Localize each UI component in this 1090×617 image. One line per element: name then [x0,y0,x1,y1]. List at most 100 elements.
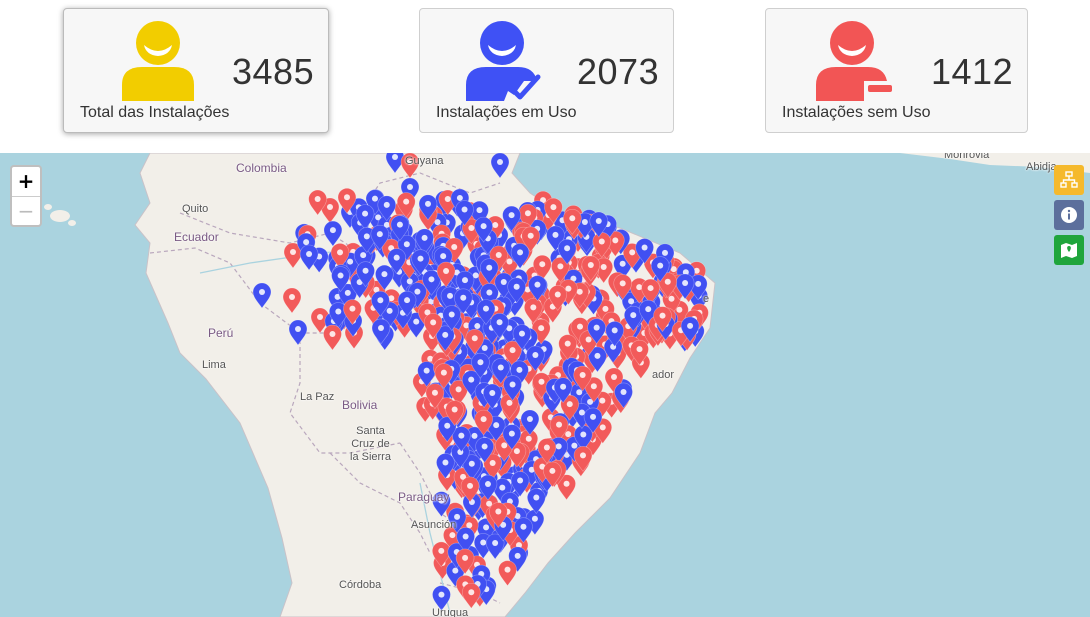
installation-marker[interactable] [526,345,545,372]
installation-marker[interactable] [613,274,633,300]
installation-marker[interactable] [323,220,343,247]
installation-marker[interactable] [581,255,601,282]
installation-marker[interactable] [396,192,416,219]
installation-marker[interactable] [323,324,342,351]
installation-marker[interactable] [507,277,526,304]
info-tool-button[interactable] [1054,200,1084,230]
installation-marker[interactable] [650,256,670,283]
installation-marker[interactable] [252,282,272,309]
installation-marker[interactable] [411,249,430,276]
installation-marker[interactable] [447,507,467,534]
installation-marker[interactable] [371,290,390,317]
installation-marker[interactable] [474,216,493,243]
layers-tool-button[interactable] [1054,165,1084,195]
installation-marker[interactable] [482,383,502,410]
installation-marker[interactable] [418,194,438,221]
installation-marker[interactable] [436,453,455,479]
installation-marker[interactable] [680,316,700,343]
installation-marker[interactable] [282,287,302,314]
installation-marker[interactable] [299,244,319,271]
installation-marker[interactable] [587,318,606,345]
installation-marker[interactable] [417,361,436,388]
installation-marker[interactable] [527,488,546,515]
installation-marker[interactable] [329,302,348,329]
installation-marker[interactable] [331,266,350,293]
installation-marker[interactable] [436,261,456,288]
installation-marker[interactable] [558,334,578,361]
installation-marker[interactable] [573,446,593,472]
installation-marker[interactable] [320,197,340,224]
installation-marker[interactable] [462,582,481,609]
installation-marker[interactable] [503,375,522,402]
installation-marker[interactable] [641,278,660,305]
installation-marker[interactable] [475,437,494,463]
installation-marker[interactable] [502,205,521,232]
installation-marker[interactable] [432,585,451,612]
installation-marker[interactable] [483,453,502,480]
installation-marker[interactable] [455,200,474,227]
installation-marker[interactable] [614,382,633,409]
installation-marker[interactable] [434,363,454,390]
installation-marker[interactable] [474,409,493,436]
installation-marker[interactable] [400,153,420,179]
installation-marker[interactable] [460,476,480,503]
installation-marker[interactable] [462,454,482,481]
installation-marker[interactable] [308,189,327,216]
installation-marker[interactable] [521,226,541,253]
installation-marker[interactable] [623,305,643,332]
installation-marker[interactable] [387,248,406,275]
installation-marker[interactable] [478,474,498,501]
installation-marker[interactable] [502,424,522,451]
installation-marker[interactable] [528,275,547,302]
installation-marker[interactable] [490,312,509,339]
installation-marker[interactable] [510,471,530,498]
installation-marker[interactable] [537,438,557,464]
installation-marker[interactable] [445,400,464,427]
installation-marker[interactable] [390,215,410,242]
installation-marker[interactable] [452,426,471,453]
installation-marker[interactable] [553,377,573,404]
installation-marker[interactable] [489,502,508,529]
installation-marker[interactable] [377,195,397,222]
installation-marker[interactable] [653,306,672,333]
installation-marker[interactable] [432,491,451,518]
installation-marker[interactable] [288,319,308,346]
installation-marker[interactable] [437,416,457,443]
installation-marker[interactable] [520,409,540,436]
installation-marker[interactable] [544,197,563,224]
installation-marker[interactable] [455,548,475,575]
installation-marker[interactable] [543,461,562,488]
installation-marker[interactable] [371,318,391,345]
installation-marker[interactable] [658,272,678,299]
installation-marker[interactable] [491,358,511,384]
installation-marker[interactable] [549,415,569,442]
installation-marker[interactable] [425,383,445,410]
installation-marker[interactable] [573,365,592,392]
installation-marker[interactable] [423,313,443,339]
installation-marker[interactable] [415,228,434,255]
installation-marker[interactable] [635,238,654,265]
installation-marker[interactable] [435,325,455,352]
installation-marker[interactable] [442,305,462,332]
installation-marker[interactable] [476,299,496,326]
installation-marker[interactable] [583,407,603,434]
not-in-use-card[interactable]: 1412 Instalações sem Uso [765,8,1028,133]
installation-marker[interactable] [356,261,375,288]
installation-marker[interactable] [283,242,303,269]
installation-marker[interactable] [479,258,499,285]
installation-marker[interactable] [675,273,695,300]
installation-marker[interactable] [453,288,473,315]
installation-marker[interactable] [503,340,522,367]
installations-map[interactable]: Colombia Guyana Quito Ecuador Perú Lima … [0,153,1090,617]
installation-marker[interactable] [557,474,576,501]
installation-marker[interactable] [449,380,468,406]
installation-marker[interactable] [557,238,577,265]
installation-marker[interactable] [465,329,485,355]
installation-marker[interactable] [456,527,475,553]
installation-marker[interactable] [514,517,533,544]
installation-marker[interactable] [510,243,530,269]
installation-marker[interactable] [524,298,543,324]
installation-marker[interactable] [432,541,451,568]
installation-marker[interactable] [548,285,568,311]
installation-marker[interactable] [375,264,394,291]
